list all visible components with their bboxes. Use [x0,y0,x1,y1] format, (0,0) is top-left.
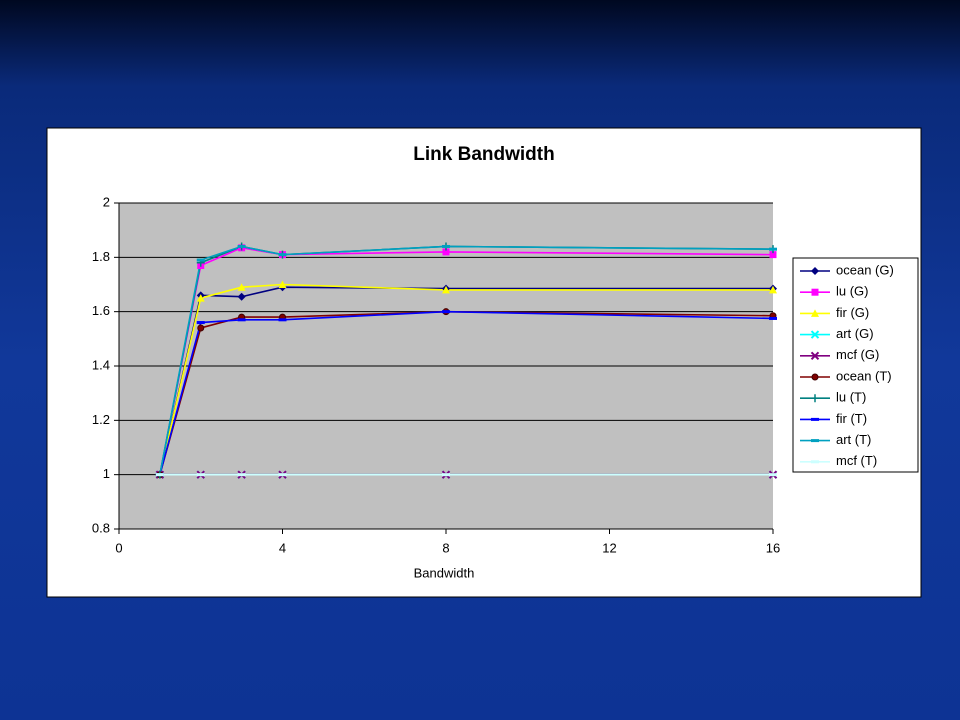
legend-label: art (T) [836,432,871,447]
x-axis-title: Bandwidth [414,565,475,580]
marker [197,324,205,332]
marker [237,283,246,291]
chart-title: Link Bandwidth [413,144,554,165]
legend-label: fir (G) [836,305,869,320]
legend-label: mcf (T) [836,453,877,468]
marker [769,251,777,259]
y-tick-label: 1.4 [92,357,110,372]
legend-marker [810,351,820,361]
legend-marker [811,267,819,275]
y-tick-label: 1.8 [92,249,110,264]
marker [196,294,205,302]
x-tick-label: 4 [279,540,286,555]
y-tick-label: 1.6 [92,303,110,318]
series-line [159,245,774,475]
legend-label: art (G) [836,326,874,341]
marker [278,280,287,288]
legend-label: fir (T) [836,411,867,426]
legend-label: lu (G) [836,284,869,299]
legend [792,257,919,473]
legend-marker [811,288,819,296]
x-tick-label: 8 [442,540,449,555]
marker [442,285,450,294]
legend-marker [810,330,820,339]
legend-marker [811,394,819,403]
y-tick-label: 1.2 [92,412,110,427]
legend-label: ocean (T) [836,368,892,383]
marker [237,292,246,301]
legend-label: mcf (G) [836,347,879,362]
y-tick-label: 0.8 [92,520,110,535]
x-tick-label: 12 [602,540,616,555]
y-tick-label: 2 [103,194,110,209]
x-tick-label: 16 [766,540,780,555]
marker [769,285,777,294]
legend-marker [811,373,819,381]
x-tick-label: 0 [115,540,122,555]
y-tick-label: 1 [103,466,110,481]
series-line [159,310,774,475]
marker [442,248,450,256]
legend-label: lu (T) [836,390,866,405]
legend-label: ocean (G) [836,262,894,277]
series-line [159,283,773,475]
legend-marker [811,309,819,317]
